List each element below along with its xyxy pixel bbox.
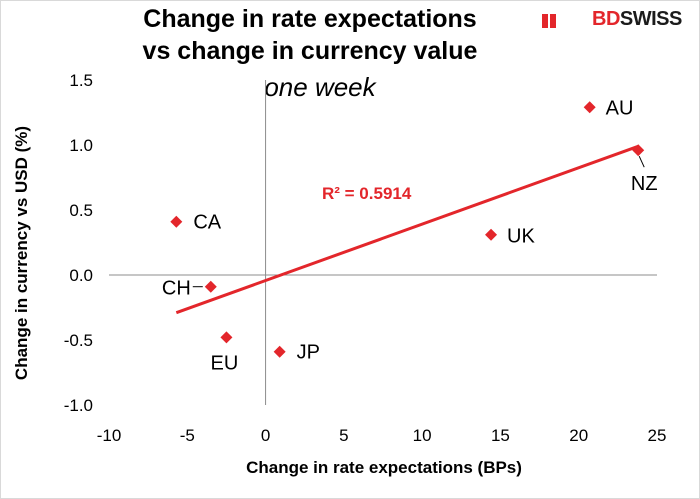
chart-title-line1: Change in rate expectations (143, 5, 477, 33)
x-tick-label: 10 (413, 426, 432, 445)
x-tick-label: 25 (648, 426, 667, 445)
y-tick-label: 0.5 (69, 201, 93, 220)
data-point-ca (170, 215, 183, 228)
x-tick-label: 5 (339, 426, 348, 445)
leader-line-nz (638, 155, 645, 168)
r-squared-label: R² = 0.5914 (322, 184, 412, 203)
x-tick-label: -5 (180, 426, 195, 445)
point-label-ch: CH (162, 278, 191, 300)
logo-text-bd: BD (592, 8, 620, 30)
x-tick-label: 0 (261, 426, 270, 445)
y-tick-label: 1.0 (69, 136, 93, 155)
data-point-uk (485, 228, 498, 241)
chart-subtitle: one week (264, 72, 376, 102)
logo-text-swiss: SWISS (619, 8, 682, 30)
point-label-nz: NZ (631, 173, 658, 195)
brand-logo: BDSWISS (592, 8, 682, 31)
x-tick-label: -10 (97, 426, 122, 445)
y-tick-label: -0.5 (64, 331, 93, 350)
x-tick-label: 20 (569, 426, 588, 445)
chart-title-line2: vs change in currency value (142, 37, 478, 65)
data-point-eu (220, 331, 233, 344)
y-tick-label: 1.5 (69, 71, 93, 90)
data-point-jp (273, 345, 286, 358)
x-axis-label: Change in rate expectations (BPs) (246, 458, 522, 477)
y-tick-label: -1.0 (64, 396, 93, 415)
x-tick-label: 15 (491, 426, 510, 445)
trendline (175, 144, 639, 315)
bdswiss-logo-icon (542, 14, 556, 28)
data-point-au (583, 101, 596, 114)
point-label-eu: EU (211, 352, 239, 374)
point-label-au: AU (606, 97, 634, 119)
point-label-uk: UK (507, 226, 535, 248)
point-label-jp: JP (297, 342, 320, 364)
data-point-ch (204, 280, 217, 293)
y-tick-label: 0.0 (69, 266, 93, 285)
point-label-ca: CA (193, 212, 221, 234)
data-point-nz (632, 144, 645, 157)
